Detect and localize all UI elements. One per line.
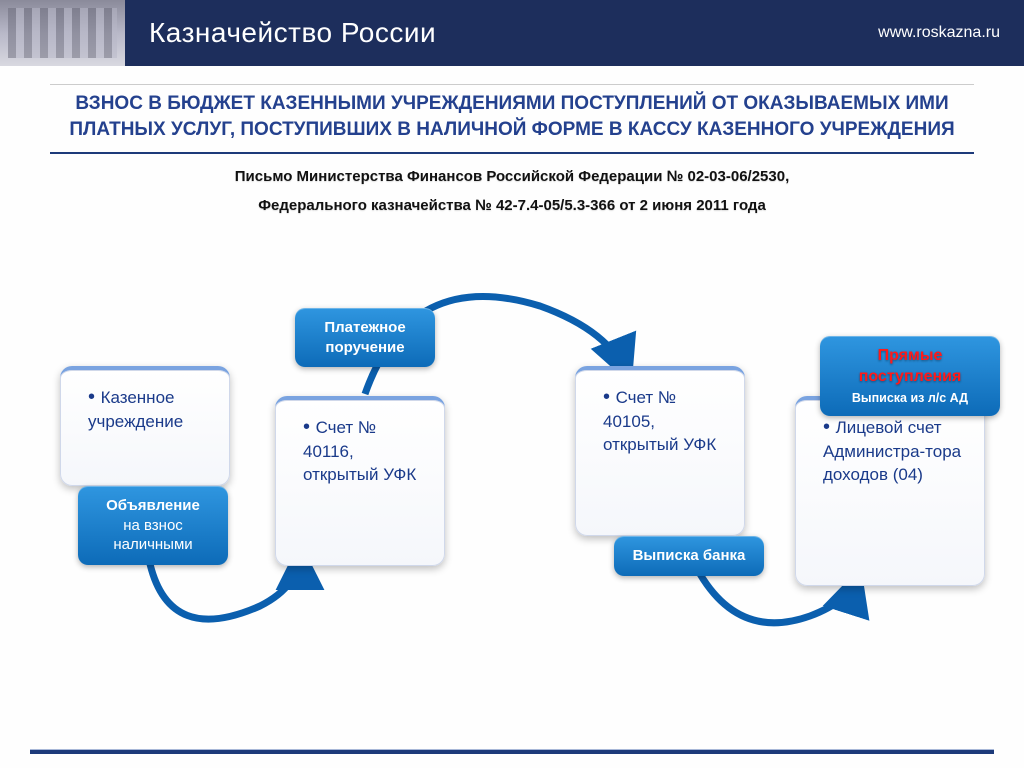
header-title: Казначейство России	[149, 17, 436, 49]
slide-title: ВЗНОС В БЮДЖЕТ КАЗЕННЫМИ УЧРЕЖДЕНИЯМИ ПО…	[50, 84, 974, 154]
pill-platezhnoye: Платежное поручение	[295, 308, 435, 367]
bottom-divider	[30, 749, 994, 754]
subtitle-line-1: Письмо Министерства Финансов Российской …	[80, 166, 944, 187]
box-licevoy: Лицевой счет Администра-тора доходов (04…	[795, 396, 985, 586]
box-text: Казенное учреждение	[88, 384, 216, 434]
pill-pryamye: Прямые поступления Выписка из л/с АД	[820, 336, 1000, 416]
box-text: Счет № 40116, открытый УФК	[303, 414, 431, 487]
building-image	[0, 0, 125, 66]
subtitle-line-2: Федерального казначейства № 42-7.4-05/5.…	[80, 195, 944, 216]
box-kazennoye: Казенное учреждение	[60, 366, 230, 486]
box-text: Лицевой счет Администра-тора доходов (04…	[823, 414, 971, 487]
pill-red-title: Прямые поступления	[832, 346, 988, 388]
pill-line: Выписка банка	[633, 547, 746, 564]
pill-line: Объявление	[106, 497, 200, 514]
pill-line: поручение	[325, 339, 404, 356]
box-text: Счет № 40105, открытый УФК	[603, 384, 731, 457]
box-40105: Счет № 40105, открытый УФК	[575, 366, 745, 536]
header-bar: Казначейство России www.roskazna.ru	[0, 0, 1024, 66]
pill-vypiska-banka: Выписка банка	[614, 536, 764, 576]
pill-sub: Выписка из л/с АД	[832, 390, 988, 406]
box-40116: Счет № 40116, открытый УФК	[275, 396, 445, 566]
pill-obyavlenie: Объявление на взнос наличными	[78, 486, 228, 565]
pill-line: на взнос наличными	[113, 517, 192, 554]
pill-line: Платежное	[324, 319, 405, 336]
flow-diagram: Казенное учреждение Счет № 40116, открыт…	[0, 236, 1024, 696]
header-url: www.roskazna.ru	[878, 24, 1000, 42]
